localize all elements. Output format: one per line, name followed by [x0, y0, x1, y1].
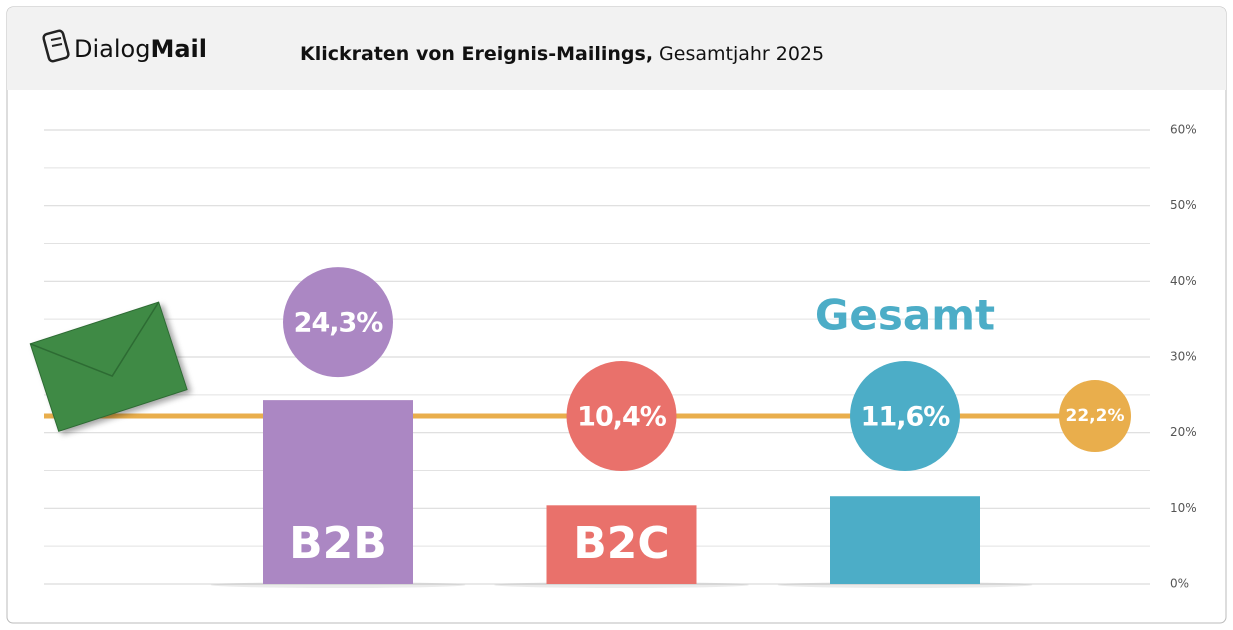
y-tick-label: 20% [1170, 425, 1197, 439]
category-label: Gesamt [815, 291, 995, 340]
bar [830, 496, 980, 584]
header [7, 7, 1226, 90]
y-tick-label: 10% [1170, 501, 1197, 515]
value-badge [850, 361, 960, 472]
reference-badge [1059, 380, 1131, 453]
logo-regular: Dialog [74, 35, 150, 63]
y-tick-label: 40% [1170, 274, 1197, 288]
value-label: 10,4% [577, 402, 667, 433]
envelope [29, 301, 188, 432]
value-label: 24,3% [294, 308, 384, 339]
logo-bold: Mail [150, 35, 207, 63]
category-label: B2B [289, 518, 387, 569]
logo-icon [42, 29, 70, 63]
bar [263, 400, 413, 584]
y-tick-label: 60% [1170, 123, 1197, 137]
marks: 22,2% 24,3% B2B 10,4% B2C 11,6% Gesamt [44, 267, 1131, 588]
category-label: B2C [573, 518, 669, 569]
y-tick-label: 30% [1170, 350, 1197, 364]
logo: DialogMail [74, 35, 207, 63]
value-badge [566, 361, 677, 472]
bar [546, 505, 697, 584]
chart-heading: Klickraten von Ereignis-Mailings, Gesamtj… [300, 43, 824, 65]
y-tick-label: 0% [1170, 577, 1189, 591]
value-label: 11,6% [861, 402, 951, 433]
value-badge [283, 267, 393, 378]
reference-label: 22,2% [1066, 406, 1125, 426]
chart-title: Klickraten von Ereignis-Mailings, [300, 43, 653, 65]
chart-subtitle: Gesamtjahr 2025 [659, 43, 824, 65]
y-tick-label: 50% [1170, 198, 1197, 212]
